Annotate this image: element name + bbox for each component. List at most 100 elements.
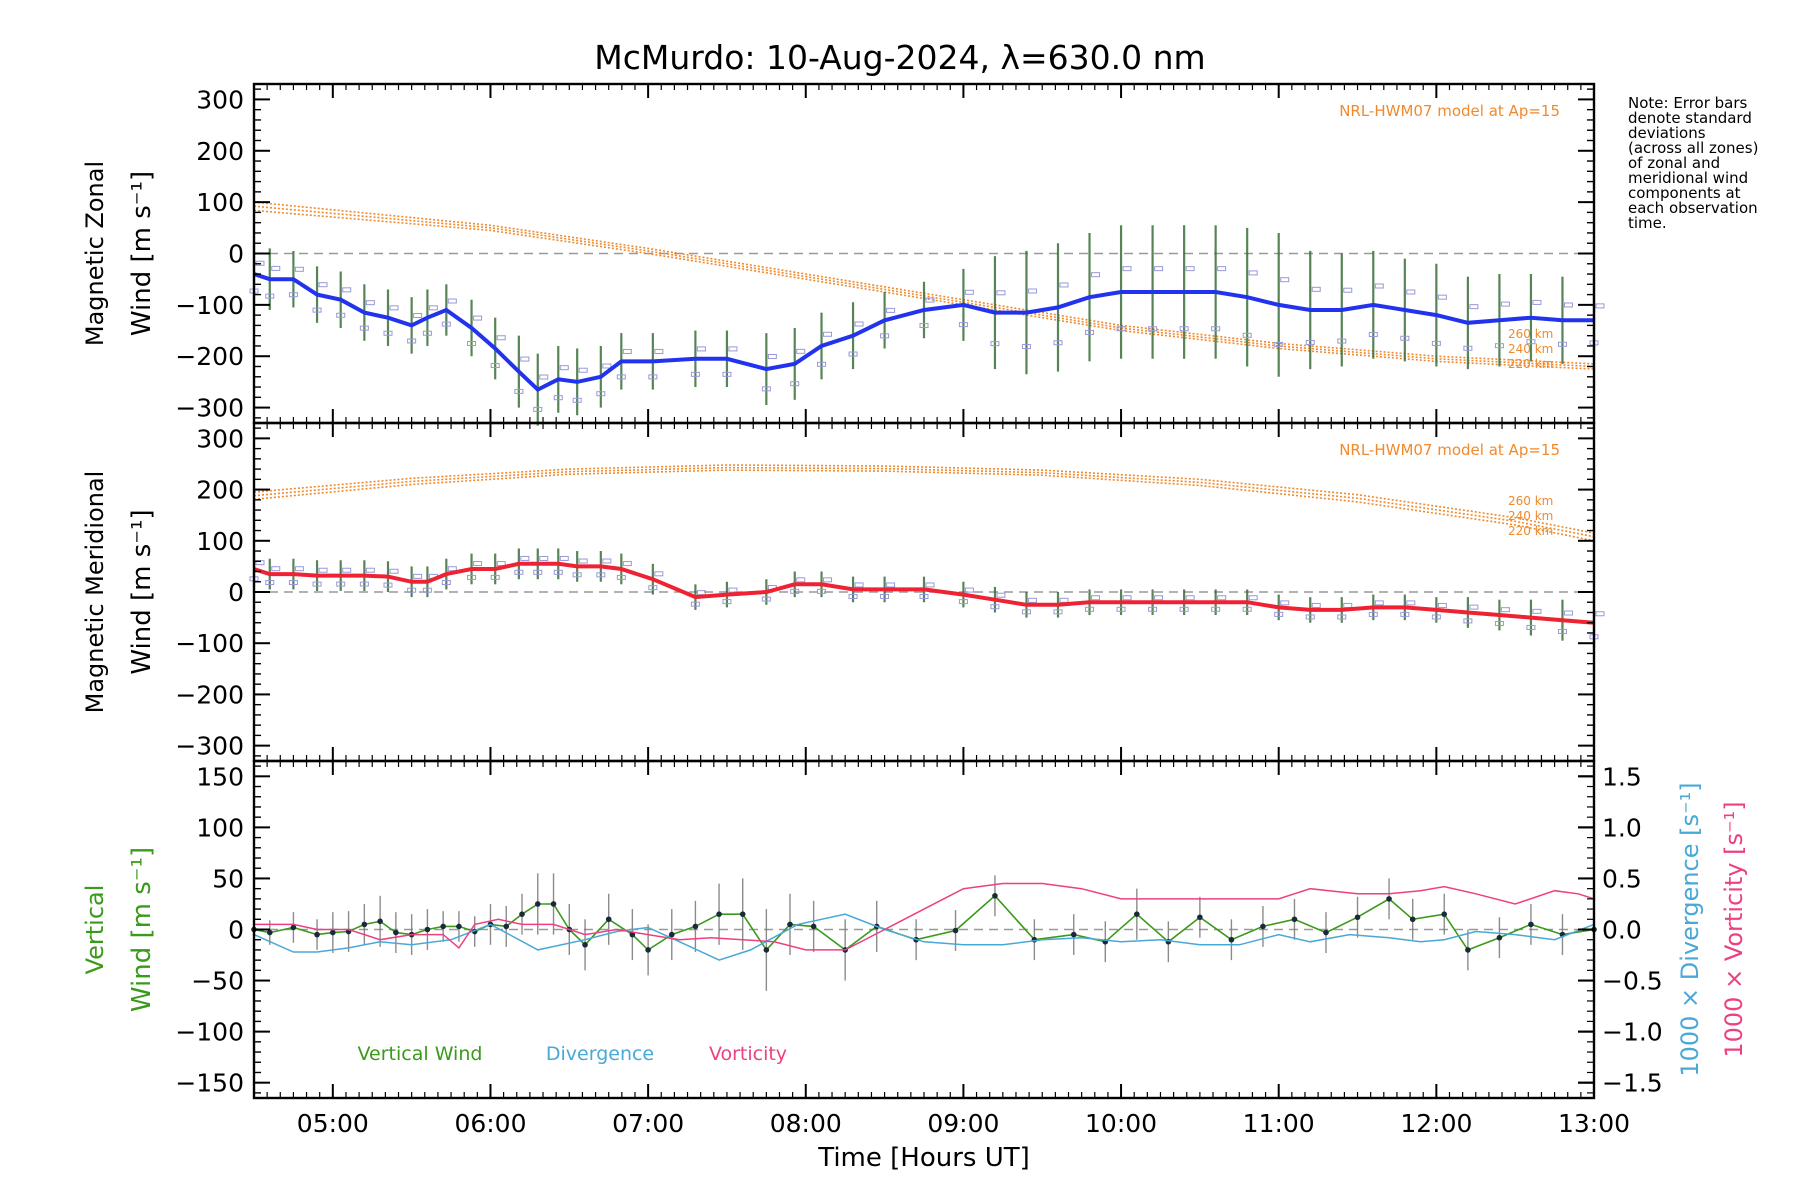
- zone-marker: [1211, 606, 1221, 612]
- model-label: NRL-HWM07 model at Ap=15: [1339, 441, 1560, 459]
- legend-entry: Vertical Wind: [358, 1043, 483, 1065]
- zone-marker: [925, 582, 935, 588]
- data-point: [424, 926, 431, 933]
- series-line: [253, 272, 1594, 393]
- y-tick-label: −200: [175, 342, 244, 371]
- zone-marker: [312, 307, 322, 313]
- data-point: [550, 901, 557, 907]
- zone-marker: [1059, 597, 1069, 603]
- y-tick-label: 0: [228, 240, 244, 269]
- zone-marker: [533, 406, 543, 412]
- zone-marker: [514, 569, 524, 575]
- data-point: [330, 929, 336, 936]
- zone-marker: [796, 348, 806, 354]
- zone-marker: [1311, 286, 1321, 292]
- zone-marker: [1431, 340, 1441, 346]
- zone-marker: [533, 569, 543, 575]
- zone-marker: [578, 558, 588, 564]
- zone-marker: [1122, 266, 1132, 272]
- zone-marker: [359, 325, 369, 331]
- data-point: [763, 947, 770, 953]
- zone-marker: [1563, 610, 1573, 616]
- zone-marker: [648, 374, 658, 380]
- zone-marker: [622, 348, 632, 354]
- model-altitude-label: 220 km: [1508, 524, 1553, 538]
- data-point: [668, 931, 675, 938]
- divergence-axis-label: 1000 × Divergence [s⁻¹]: [1676, 782, 1704, 1076]
- zone-marker: [1027, 597, 1037, 603]
- x-tick-label: 11:00: [1243, 1109, 1315, 1138]
- zone-marker: [1122, 595, 1132, 601]
- zone-marker: [848, 593, 858, 599]
- y-axis-label: Magnetic Meridional: [81, 471, 109, 714]
- y2-tick-label: 0.0: [1602, 916, 1642, 945]
- zone-marker: [1469, 304, 1479, 310]
- divergence-line: [253, 913, 1595, 961]
- zone-marker: [1526, 339, 1536, 345]
- x-tick-label: 12:00: [1400, 1109, 1472, 1138]
- data-point: [582, 942, 588, 948]
- zone-marker: [407, 338, 417, 344]
- zone-marker: [288, 292, 298, 298]
- zone-marker: [1116, 326, 1126, 332]
- zone-marker: [886, 307, 896, 313]
- zone-marker: [1242, 606, 1252, 612]
- zone-marker: [1431, 614, 1441, 620]
- zone-marker: [1059, 282, 1069, 288]
- zone-marker: [919, 593, 929, 599]
- zone-marker: [1557, 341, 1567, 347]
- zone-marker: [1337, 338, 1347, 344]
- zone-marker: [886, 582, 896, 588]
- x-tick-label: 13:00: [1558, 1109, 1630, 1138]
- data-point: [1291, 916, 1298, 923]
- zone-marker: [1305, 614, 1315, 620]
- zone-marker: [1274, 341, 1284, 347]
- zone-marker: [1085, 329, 1095, 335]
- zone-marker: [1085, 606, 1095, 612]
- y-tick-label: −150: [175, 1069, 244, 1098]
- y-tick-label: 100: [196, 813, 244, 842]
- panel-vertical: 150 100 50 0 −50 −100 −150 Vertical Wind [m s⁻¹]…: [81, 759, 1748, 1173]
- zone-marker: [1406, 289, 1416, 295]
- zone-marker: [473, 315, 483, 321]
- zone-marker: [1116, 606, 1126, 612]
- zone-marker: [823, 577, 833, 583]
- zone-marker: [1091, 272, 1101, 278]
- zone-marker: [413, 313, 423, 319]
- zone-marker: [520, 555, 530, 561]
- zone-marker: [342, 567, 352, 573]
- model-altitude-label: 240 km: [1508, 509, 1553, 523]
- zone-marker: [1532, 299, 1542, 305]
- data-point: [1496, 934, 1503, 941]
- data-point: [393, 929, 399, 936]
- model-altitude-label: 220 km: [1508, 357, 1553, 371]
- data-point: [534, 901, 541, 907]
- zone-marker: [880, 593, 890, 599]
- zone-marker: [1280, 277, 1290, 283]
- zone-marker: [964, 289, 974, 295]
- zone-marker: [654, 571, 664, 577]
- data-point: [739, 911, 746, 917]
- zone-marker: [553, 395, 563, 401]
- x-tick-label: 05:00: [297, 1109, 369, 1138]
- zone-marker: [790, 588, 800, 594]
- zone-marker: [958, 599, 968, 605]
- y-tick-label: 0: [228, 578, 244, 607]
- data-point: [1528, 921, 1534, 928]
- data-point: [456, 923, 462, 930]
- zone-marker: [1494, 620, 1504, 626]
- zone-marker: [467, 341, 477, 347]
- y-tick-label: −200: [175, 680, 244, 709]
- y2-tick-label: 1.0: [1602, 813, 1642, 842]
- zone-marker: [602, 558, 612, 564]
- data-point: [1409, 916, 1416, 923]
- zone-marker: [1091, 595, 1101, 601]
- zone-marker: [312, 581, 322, 587]
- zone-marker: [389, 568, 399, 574]
- data-point: [716, 911, 722, 917]
- y2-tick-label: −1.0: [1602, 1018, 1663, 1047]
- zone-marker: [1280, 600, 1290, 606]
- zone-marker: [1021, 609, 1031, 615]
